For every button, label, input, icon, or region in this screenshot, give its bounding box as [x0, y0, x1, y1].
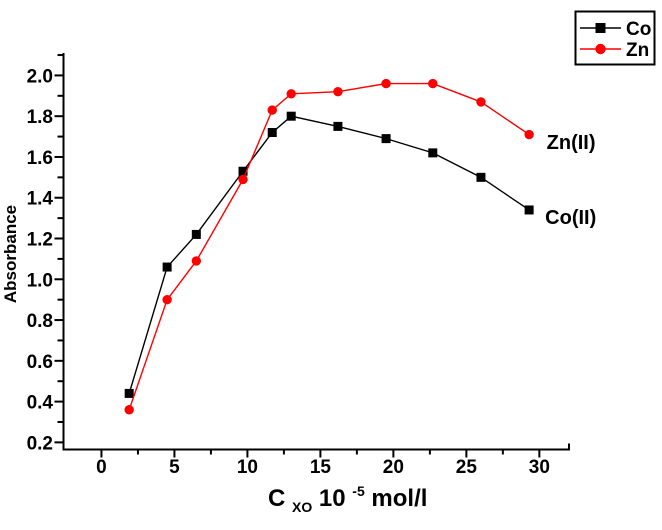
y-tick-label: 1.2	[27, 230, 53, 251]
data-point-zn	[124, 405, 134, 415]
data-point-zn	[162, 294, 172, 305]
annotation-zn-label: Zn(II)	[547, 132, 596, 154]
y-tick-label: 1.6	[27, 148, 53, 169]
data-point-co	[333, 121, 343, 131]
y-tick-label: 1.0	[27, 270, 53, 291]
data-point-co	[476, 172, 486, 182]
data-point-zn	[333, 87, 343, 97]
legend: Co Zn	[574, 10, 656, 66]
x-tick-label: 20	[383, 457, 404, 478]
x-tick-label: 10	[237, 457, 258, 478]
data-point-zn	[524, 129, 534, 140]
data-point-co	[381, 134, 391, 144]
legend-box	[574, 10, 656, 66]
data-point-zn	[381, 78, 391, 89]
annotation-co-label: Co(II)	[545, 207, 596, 229]
legend-co-label: Co	[626, 19, 651, 40]
data-point-co	[524, 205, 534, 215]
data-point-zn	[267, 105, 277, 115]
data-point-co	[428, 148, 438, 158]
y-tick-label: 0.8	[27, 311, 53, 332]
data-point-zn	[238, 174, 248, 185]
y-tick-label: 2.0	[27, 66, 53, 87]
y-tick-label: 0.4	[27, 393, 54, 414]
series-line-zn	[128, 82, 530, 410]
data-point-co	[238, 166, 248, 176]
y-tick-label: 1.8	[27, 107, 53, 128]
data-point-co	[267, 128, 277, 138]
x-axis-title-subscript: XO	[292, 499, 312, 515]
x-axis-title-unit: mol/l	[371, 485, 427, 512]
x-tick-label: 30	[529, 457, 550, 478]
axes: 0 5 10 15 20 25 30 0.2 0.4 0.6 0.8 1.0 1.2 1.4 1.6 1.8 2…	[27, 53, 570, 478]
y-tick-label: 0.2	[27, 433, 53, 454]
legend-zn-marker	[595, 43, 606, 55]
y-tick-label: 0.6	[27, 352, 53, 373]
data-point-co	[286, 111, 296, 121]
legend-zn-label: Zn	[626, 40, 649, 61]
series-line-co	[128, 115, 530, 394]
x-axis-title-mantissa: 10	[319, 485, 346, 512]
x-tick-label: 5	[169, 457, 180, 478]
data-series	[124, 78, 534, 415]
x-tick-label: 0	[96, 457, 107, 478]
data-point-zn	[476, 97, 486, 107]
x-tick-label: 25	[456, 457, 478, 478]
data-point-co	[162, 262, 172, 272]
data-point-co	[191, 229, 201, 239]
x-tick-label: 15	[310, 457, 332, 478]
data-point-co	[124, 388, 134, 398]
x-axis-title-base: C	[268, 485, 285, 512]
data-point-zn	[428, 78, 438, 89]
data-point-zn	[286, 89, 296, 99]
y-tick-label: 1.4	[27, 189, 54, 210]
x-axis-title: C XO 10 -5 mol/l	[268, 475, 427, 518]
legend-co-marker	[595, 23, 606, 33]
x-axis-title-exponent: -5	[352, 483, 365, 499]
data-point-zn	[191, 256, 202, 266]
annotations: Zn(II) Co(II)	[545, 132, 596, 229]
y-axis-title: Absorbance	[1, 205, 20, 303]
